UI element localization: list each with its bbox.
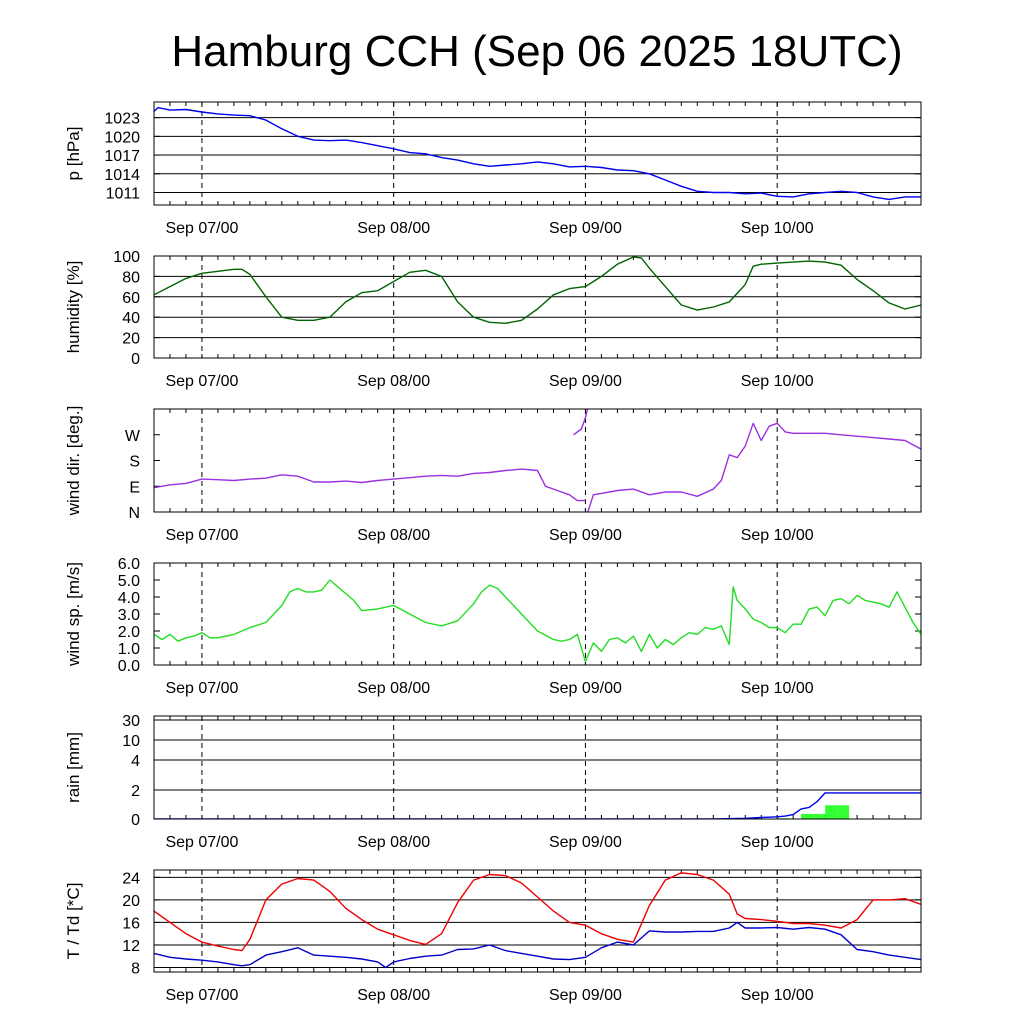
ytick-label: 1014 [104, 167, 140, 184]
y-axis-label: humidity [%] [64, 261, 83, 354]
y-axis-label: T / Td [*C] [64, 883, 83, 960]
series-line-wind_dir-1 [573, 409, 589, 436]
ytick-label: 0 [131, 351, 140, 368]
ytick-label: W [125, 428, 141, 445]
ytick-label: 30 [122, 713, 140, 730]
xtick-label: Sep 09/00 [549, 987, 622, 1004]
xtick-label: Sep 10/00 [741, 220, 814, 237]
ytick-label: 2 [131, 783, 140, 800]
ytick-label: 6.0 [118, 556, 140, 573]
ytick-label: 40 [122, 310, 140, 327]
xtick-label: Sep 08/00 [357, 987, 430, 1004]
xtick-label: Sep 10/00 [741, 373, 814, 390]
ytick-label: 4 [131, 753, 140, 770]
xtick-label: Sep 08/00 [357, 680, 430, 697]
xtick-label: Sep 07/00 [165, 527, 238, 544]
xtick-label: Sep 10/00 [741, 834, 814, 851]
xtick-label: Sep 09/00 [549, 834, 622, 851]
ytick-label: 2.0 [118, 624, 140, 641]
rain-bar [801, 813, 814, 819]
rain-bar [813, 813, 826, 819]
ytick-label: 100 [113, 249, 140, 266]
series-line-wind_dir-2 [587, 422, 921, 512]
ytick-label: 12 [122, 938, 140, 955]
series-line-wind_dir-0 [154, 468, 586, 502]
series-line-wind_speed-0 [154, 579, 921, 663]
plot-frame [153, 869, 922, 973]
xtick-label: Sep 07/00 [165, 680, 238, 697]
xtick-label: Sep 09/00 [549, 220, 622, 237]
ytick-label: 80 [122, 269, 140, 286]
xtick-label: Sep 10/00 [741, 987, 814, 1004]
xtick-label: Sep 07/00 [165, 373, 238, 390]
series-line-temperature-Td [154, 921, 921, 969]
series-line-rain-accumulated [154, 792, 921, 819]
ytick-label: 20 [122, 331, 140, 348]
ytick-label: 16 [122, 915, 140, 932]
ytick-label: 8 [131, 960, 140, 977]
y-axis-label: p [hPa] [64, 127, 83, 181]
xtick-label: Sep 08/00 [357, 220, 430, 237]
xtick-label: Sep 10/00 [741, 527, 814, 544]
xtick-label: Sep 10/00 [741, 680, 814, 697]
panel-humidity: 0 20 40 60 80 100 Sep 07/00 Sep 08/00 Sep 09/00 S… [64, 249, 922, 390]
series-line-pressure-0 [154, 106, 921, 201]
plot-frame [153, 715, 922, 820]
y-axis-label: wind sp. [m/s] [64, 562, 83, 667]
panel-wind_speed: 0.01.02.03.04.05.06.0 Sep 07/00 Sep 08/00 S… [64, 556, 922, 697]
ytick-label: 60 [122, 290, 140, 307]
panel-temperature: 8 12 16 20 24 Sep 07/00 Sep 08/00 Sep 09/00 Sep … [64, 869, 922, 1004]
ytick-label: 3.0 [118, 607, 140, 624]
series-line-humidity-0 [154, 256, 921, 324]
xtick-label: Sep 07/00 [165, 987, 238, 1004]
xtick-label: Sep 07/00 [165, 220, 238, 237]
xtick-label: Sep 09/00 [549, 680, 622, 697]
xtick-label: Sep 08/00 [357, 834, 430, 851]
ytick-label: 1017 [104, 148, 140, 165]
xtick-label: Sep 09/00 [549, 373, 622, 390]
ytick-label: E [129, 479, 140, 496]
plot-frame [153, 101, 922, 206]
xtick-label: Sep 08/00 [357, 527, 430, 544]
series-line-temperature-T [154, 872, 921, 952]
y-axis-label: wind dir. [deg.] [64, 406, 83, 517]
ytick-label: 10 [122, 733, 140, 750]
ytick-label: 1.0 [118, 641, 140, 658]
ytick-label: 24 [122, 870, 140, 887]
ytick-label: 20 [122, 893, 140, 910]
ytick-label: 1020 [104, 129, 140, 146]
ytick-label: N [128, 505, 140, 522]
ytick-label: 4.0 [118, 590, 140, 607]
plot-frame [153, 408, 922, 513]
xtick-label: Sep 07/00 [165, 834, 238, 851]
plot-frame [153, 562, 922, 666]
ytick-label: S [129, 454, 140, 471]
plot-frame [153, 255, 922, 359]
ytick-label: 1023 [104, 111, 140, 128]
xtick-label: Sep 09/00 [549, 527, 622, 544]
rain-bar [837, 805, 850, 819]
xtick-label: Sep 08/00 [357, 373, 430, 390]
ytick-label: 1011 [106, 186, 141, 203]
ytick-label: 5.0 [118, 573, 140, 590]
y-axis-label: rain [mm] [64, 732, 83, 803]
ytick-label: 0 [131, 812, 140, 829]
chart-title: Hamburg CCH (Sep 06 2025 18UTC) [171, 27, 902, 76]
ytick-label: 0.0 [118, 658, 140, 675]
panel-rain: 0 2 4 10 30 Sep 07/00 Sep 08/00 Sep 09/00 Sep 10… [64, 713, 922, 851]
rain-bar [825, 805, 838, 819]
